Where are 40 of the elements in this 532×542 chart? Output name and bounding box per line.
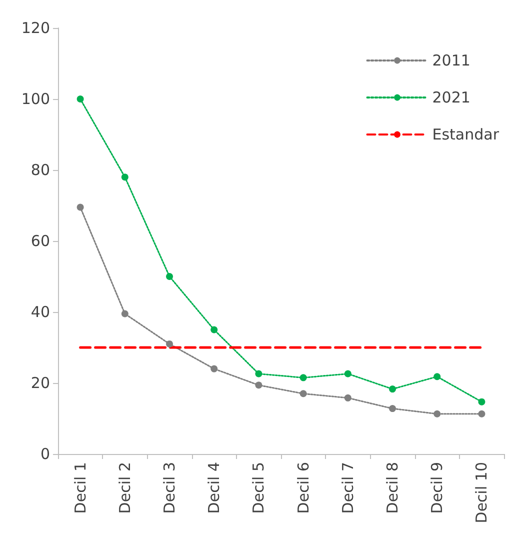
point <box>166 340 173 348</box>
legend-label: 2021 <box>432 88 470 106</box>
point <box>344 394 352 402</box>
point <box>344 370 352 378</box>
point <box>121 174 128 181</box>
y-tick-label: 60 <box>30 232 50 250</box>
point <box>300 390 307 398</box>
point <box>121 310 128 318</box>
point <box>76 96 84 102</box>
x-tick-label: Decil 10 <box>472 462 491 524</box>
y-tick-label: 20 <box>30 374 50 392</box>
y-tick-label: 0 <box>40 445 50 463</box>
point <box>434 373 441 380</box>
x-tick-label: Decil 9 <box>428 462 446 514</box>
point <box>255 370 262 378</box>
point <box>76 204 84 211</box>
y-tick-label: 120 <box>21 19 50 37</box>
legend-label: Estandar <box>432 126 500 144</box>
x-tick-label: Decil 2 <box>116 462 134 514</box>
x-tick-label: Decil 6 <box>294 462 312 514</box>
x-tick-label: Decil 3 <box>160 462 178 514</box>
point <box>434 410 441 418</box>
y-tick-label: 80 <box>30 161 50 179</box>
x-tick-label: Decil 8 <box>384 462 402 514</box>
point <box>210 365 218 372</box>
point <box>478 410 486 418</box>
point <box>255 382 262 389</box>
point <box>166 273 173 280</box>
x-tick-label: Decil 1 <box>71 462 90 514</box>
point <box>300 374 307 382</box>
x-tick-label: Decil 4 <box>205 462 224 514</box>
y-tick-label: 100 <box>21 90 50 108</box>
point <box>478 398 486 406</box>
point <box>389 386 396 393</box>
point <box>389 405 396 412</box>
legend-label: 2011 <box>432 52 470 70</box>
y-tick-label: 40 <box>30 303 50 321</box>
point <box>210 326 218 334</box>
x-tick-label: Decil 7 <box>338 462 357 514</box>
x-tick-label: Decil 5 <box>250 462 268 514</box>
